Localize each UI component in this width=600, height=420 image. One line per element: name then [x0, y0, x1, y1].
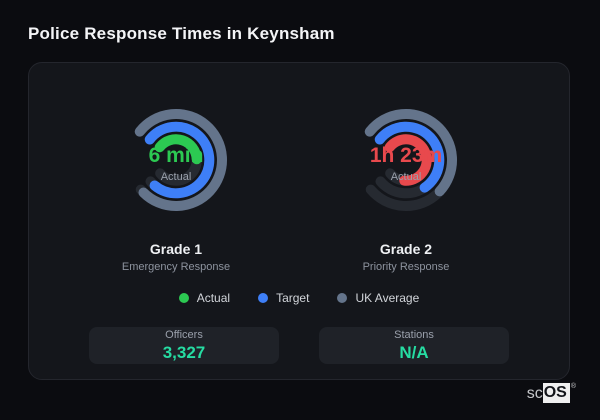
stat-stations: Stations N/A: [319, 327, 509, 364]
stat-stations-label: Stations: [394, 329, 434, 341]
grade-2-gauge: 1h 23m Actual: [346, 100, 466, 220]
gauge-grade-2: 1h 23m Actual Grade 2 Priority Response: [291, 100, 521, 274]
legend-uk-average-dot-icon: [337, 292, 348, 303]
legend-uk-average-label: UK Average: [355, 290, 420, 305]
dashboard-card: 6 min Actual Grade 1 Emergency Response …: [28, 62, 570, 380]
grade-1-subtitle: Emergency Response: [121, 261, 231, 273]
legend-item-uk-average[interactable]: UK Average: [337, 291, 419, 305]
registered-trademark-icon: ®: [570, 383, 576, 390]
grade-2-gauge-chart: [364, 109, 457, 211]
stats-row: Officers 3,327 Stations N/A: [29, 327, 569, 364]
grade-2-title: Grade 2: [379, 241, 433, 257]
stat-officers: Officers 3,327: [89, 327, 279, 364]
grade-1-actual-value: 6 min: [148, 144, 204, 167]
scos-logo: sc OS ®: [527, 383, 576, 403]
legend-actual-label: Actual: [196, 290, 231, 305]
legend-target-dot-icon: [258, 292, 269, 303]
legend-target-label: Target: [276, 290, 310, 305]
grade-1-gauge-chart: [134, 109, 227, 211]
legend-item-actual[interactable]: Actual: [178, 290, 231, 305]
grade-2-subtitle: Priority Response: [362, 261, 450, 273]
legend: Actual Target UK Average: [29, 290, 569, 305]
grade-1-title: Grade 1: [149, 241, 203, 257]
stat-stations-value: N/A: [399, 343, 429, 362]
grade-1-actual-label: Actual: [160, 171, 192, 183]
grade-2-actual-label: Actual: [390, 171, 422, 183]
gauges-row: 6 min Actual Grade 1 Emergency Response …: [29, 63, 569, 274]
grade-1-gauge: 6 min Actual: [116, 100, 236, 220]
stat-officers-value: 3,327: [162, 343, 206, 362]
legend-actual-dot-icon: [178, 292, 189, 303]
grade-2-actual-value: 1h 23m: [369, 144, 443, 167]
legend-item-target[interactable]: Target: [258, 291, 309, 305]
page-title: Police Response Times in Keynsham: [28, 24, 335, 43]
stat-officers-label: Officers: [165, 329, 203, 341]
gauge-grade-1: 6 min Actual Grade 1 Emergency Response: [61, 100, 291, 274]
scos-logo-prefix: sc: [526, 385, 543, 402]
scos-logo-suffix: OS: [542, 383, 570, 403]
